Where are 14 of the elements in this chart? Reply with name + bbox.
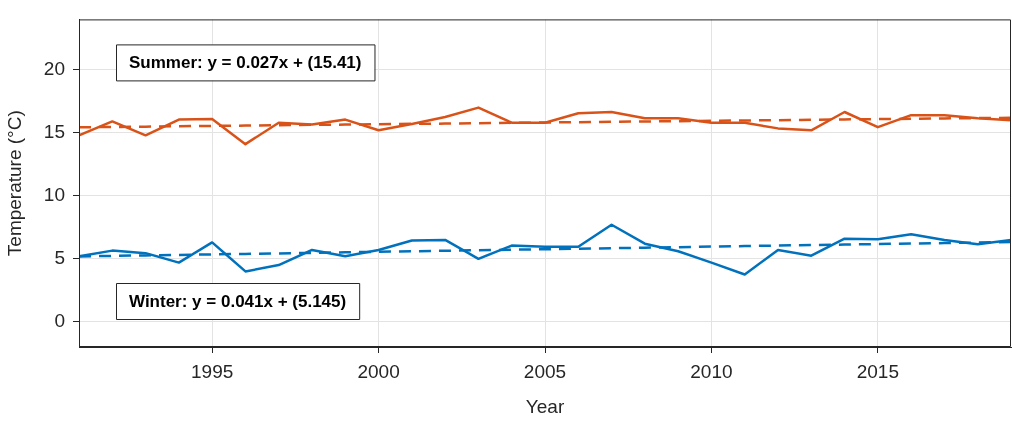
x-tick-label: 2015 (856, 360, 899, 382)
annotation: Summer: y = 0.027x + (15.41) (129, 53, 362, 73)
y-tick-label: 10 (43, 184, 65, 206)
y-axis-title: Temperature (°C) (3, 110, 25, 257)
annotation: Winter: y = 0.041x + (5.145) (129, 291, 347, 311)
y-tick-label: 5 (54, 247, 65, 269)
y-tick-label: 20 (43, 58, 65, 80)
y-tick-label: 0 (54, 310, 65, 332)
x-tick-label: 2005 (523, 360, 567, 382)
x-axis-title: Year (525, 395, 565, 417)
x-tick-label: 1995 (191, 360, 234, 382)
x-tick-label: 2010 (690, 360, 733, 382)
y-tick-label: 15 (43, 121, 65, 143)
x-tick-label: 2000 (357, 360, 400, 382)
